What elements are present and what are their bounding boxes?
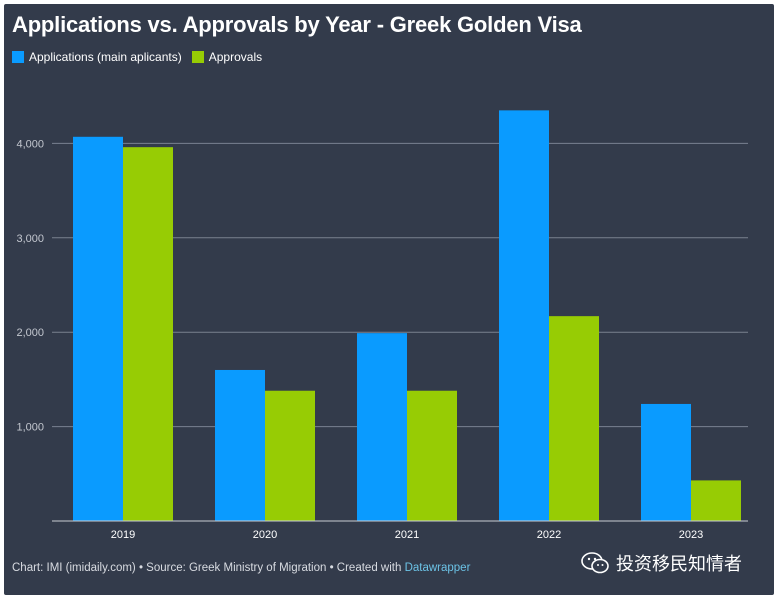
y-tick-label: 3,000 xyxy=(16,233,44,245)
legend-item-applications: Applications (main aplicants) xyxy=(12,50,182,64)
x-tick-label: 2021 xyxy=(395,529,419,541)
bar-approvals-2020 xyxy=(265,390,315,521)
x-tick-label: 2023 xyxy=(679,529,703,541)
y-tick-label: 2,000 xyxy=(16,327,44,339)
legend-label-approvals: Approvals xyxy=(208,50,263,64)
bar-approvals-2019 xyxy=(123,147,173,521)
bar-approvals-2023 xyxy=(691,480,741,521)
chart-title: Applications vs. Approvals by Year - Gre… xyxy=(12,12,582,37)
bar-approvals-2021 xyxy=(407,390,457,521)
bar-applications-2023 xyxy=(641,403,691,521)
x-tick-label: 2020 xyxy=(253,529,277,541)
watermark: 投资移民知情者 xyxy=(580,550,742,576)
bar-applications-2022 xyxy=(499,110,549,522)
chart-footer: Chart: IMI (imidaily.com) • Source: Gree… xyxy=(12,562,470,574)
footer-source-text: Chart: IMI (imidaily.com) • Source: Gree… xyxy=(12,562,405,574)
legend-label-applications: Applications (main aplicants) xyxy=(29,50,182,64)
y-tick-label: 1,000 xyxy=(16,422,44,434)
watermark-text: 投资移民知情者 xyxy=(616,554,742,574)
chart-legend: Applications (main aplicants) Approvals xyxy=(12,50,262,64)
legend-swatch-applications xyxy=(12,51,24,63)
legend-swatch-approvals xyxy=(191,51,204,63)
y-tick-label: 4,000 xyxy=(16,138,44,150)
datawrapper-link[interactable]: Datawrapper xyxy=(404,562,471,574)
legend-item-approvals: Approvals xyxy=(191,50,263,64)
bar-approvals-2022 xyxy=(549,316,599,521)
x-tick-label: 2022 xyxy=(537,529,561,541)
wechat-icon xyxy=(581,552,609,574)
bar-applications-2021 xyxy=(357,333,407,521)
x-tick-label: 2019 xyxy=(111,529,135,541)
bar-applications-2020 xyxy=(215,369,265,521)
bar-applications-2019 xyxy=(73,136,123,522)
